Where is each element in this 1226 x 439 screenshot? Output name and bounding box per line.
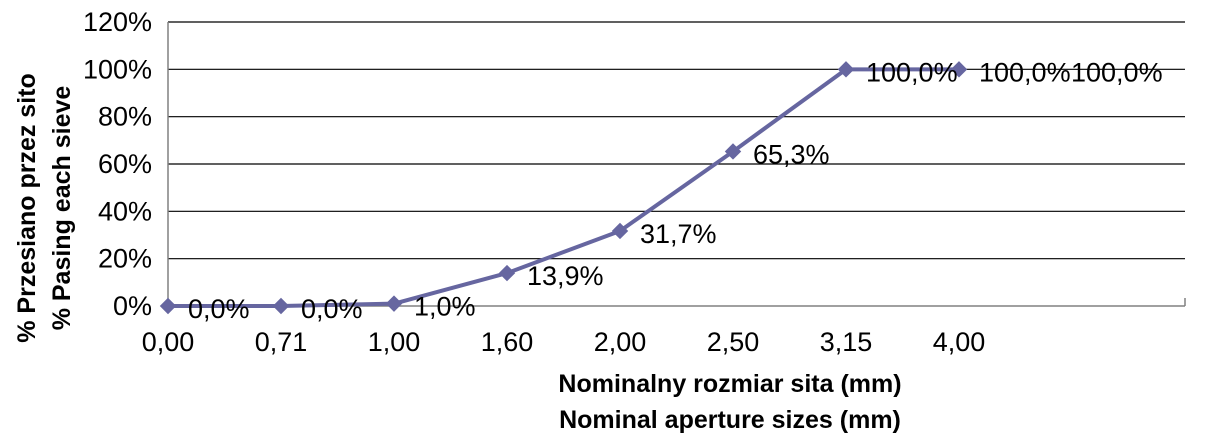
data-point-2 <box>385 295 403 312</box>
data-point-6 <box>837 61 855 78</box>
data-label-4: 31,7% <box>640 219 717 249</box>
data-point-1 <box>272 297 290 315</box>
y-tick-label-5: 100% <box>83 54 152 84</box>
x-tick-label-1: 0,71 <box>255 327 308 357</box>
series-line <box>159 61 968 315</box>
data-point-7 <box>950 61 968 78</box>
data-label-6: 100,0% <box>866 57 958 87</box>
x-tick-label-6: 3,15 <box>820 327 873 357</box>
x-tick-label-5: 2,50 <box>707 327 760 357</box>
x-tick-label-2: 1,00 <box>368 327 421 357</box>
x-tick-labels: 0,00 0,71 1,00 1,60 2,00 2,50 3,15 4,00 <box>142 327 986 357</box>
data-label-0: 0,0% <box>188 294 250 324</box>
series-polyline <box>168 67 959 308</box>
data-point-0 <box>159 297 177 315</box>
data-labels: 0,0% 0,0% 1,0%13,9%31,7%65,3%100,0% 100,0% 1… <box>188 57 1163 324</box>
data-point-4 <box>611 222 629 240</box>
y-tick-label-4: 80% <box>98 102 152 132</box>
y-axis-title-2: % Pasing each sieve <box>48 86 76 331</box>
x-axis-title-1: Nominalny rozmiar sita (mm) <box>558 370 901 398</box>
data-label-1: 0,0% <box>301 294 363 324</box>
x-axis-title-2: Nominal aperture sizes (mm) <box>559 406 901 434</box>
gridlines <box>168 21 1185 260</box>
y-tick-label-3: 60% <box>98 149 152 179</box>
data-label-2: 1,0% <box>414 292 476 322</box>
data-label-3: 13,9% <box>527 261 604 291</box>
data-label-overlap: 100,0% <box>1071 57 1163 87</box>
y-tick-label-6: 120% <box>83 7 152 37</box>
y-tick-labels: 0% 20% 40% 60% 80% 100% 120% <box>83 7 152 321</box>
x-tick-label-7: 4,00 <box>933 327 986 357</box>
data-point-3 <box>498 264 516 282</box>
data-label-5: 65,3% <box>753 139 830 169</box>
x-tick-label-3: 1,60 <box>481 327 534 357</box>
y-tick-label-1: 20% <box>98 244 152 274</box>
data-point-5 <box>724 143 742 160</box>
data-label-7: 100,0% <box>979 57 1071 87</box>
x-tick-label-0: 0,00 <box>142 327 195 357</box>
y-tick-label-0: 0% <box>113 291 152 321</box>
y-tick-label-2: 40% <box>98 196 152 226</box>
y-axis-title-1: % Przesiano przez sito <box>13 73 41 343</box>
x-tick-label-4: 2,00 <box>594 327 647 357</box>
